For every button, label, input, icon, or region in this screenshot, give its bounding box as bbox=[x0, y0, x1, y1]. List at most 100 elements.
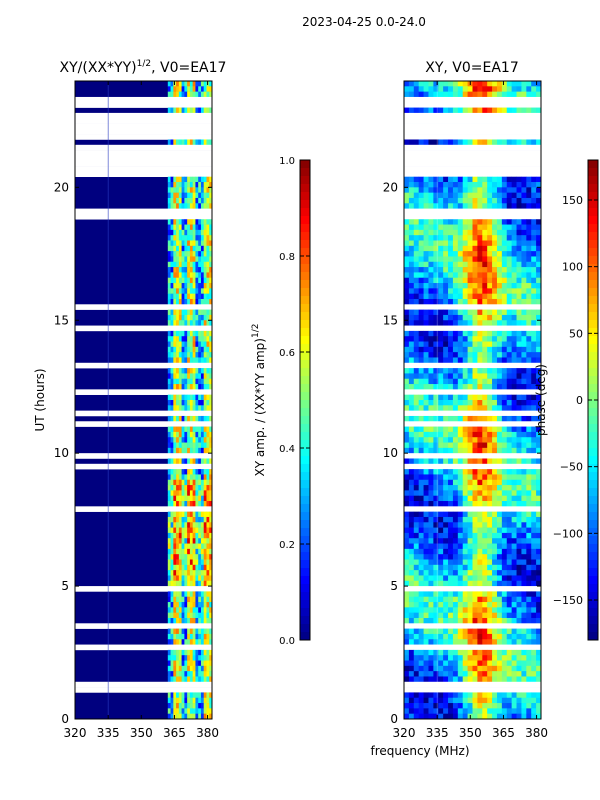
heatmap-cell bbox=[170, 352, 174, 358]
data-gap bbox=[75, 134, 212, 140]
heatmap-cell bbox=[438, 708, 444, 714]
heatmap-cell bbox=[209, 442, 213, 449]
heatmap-cell bbox=[428, 516, 434, 523]
heatmap-cell bbox=[178, 314, 182, 321]
heatmap-cell bbox=[448, 346, 454, 353]
heatmap-cell bbox=[536, 538, 542, 544]
heatmap-cell bbox=[209, 203, 213, 209]
heatmap-cell bbox=[170, 495, 174, 502]
heatmap-cell bbox=[452, 591, 459, 598]
heatmap-cell bbox=[443, 378, 449, 385]
heatmap-cell bbox=[492, 203, 498, 209]
heatmap-cell bbox=[496, 203, 503, 209]
heatmap-cell bbox=[482, 373, 488, 380]
heatmap-cell bbox=[511, 357, 517, 364]
heatmap-cell bbox=[477, 261, 483, 268]
heatmap-cell bbox=[438, 330, 444, 337]
heatmap-cell bbox=[178, 384, 182, 390]
heatmap-cell bbox=[443, 240, 449, 247]
heatmap-cell bbox=[472, 570, 478, 576]
heatmap-cell bbox=[176, 479, 180, 486]
heatmap-cell bbox=[408, 182, 415, 188]
heatmap-cell bbox=[536, 426, 542, 433]
heatmap-cell bbox=[176, 330, 180, 337]
heatmap-cell bbox=[195, 676, 199, 683]
heatmap-cell bbox=[198, 187, 202, 193]
heatmap-cell bbox=[418, 288, 424, 294]
heatmap-cell bbox=[526, 437, 532, 443]
heatmap-cell bbox=[423, 570, 429, 576]
heatmap-cell bbox=[438, 320, 444, 326]
heatmap-cell bbox=[167, 240, 171, 247]
heatmap-cell bbox=[209, 437, 213, 443]
heatmap-cell bbox=[492, 415, 498, 422]
heatmap-cell bbox=[492, 596, 498, 603]
heatmap-cell bbox=[467, 708, 473, 714]
heatmap-cell bbox=[516, 511, 522, 518]
heatmap-cell bbox=[511, 458, 517, 465]
heatmap-cell bbox=[198, 293, 202, 300]
heatmap-cell bbox=[531, 580, 537, 587]
heatmap-cell bbox=[526, 442, 532, 449]
heatmap-cell bbox=[448, 197, 454, 204]
data-gap bbox=[404, 687, 541, 693]
data-gap bbox=[404, 506, 541, 512]
heatmap-cell bbox=[408, 490, 415, 496]
colorbar-segment bbox=[300, 504, 310, 513]
heatmap-cell bbox=[209, 501, 213, 507]
heatmap-cell bbox=[501, 107, 508, 114]
heatmap-cell bbox=[457, 283, 464, 289]
heatmap-cell bbox=[487, 516, 493, 523]
heatmap-cell bbox=[516, 405, 522, 411]
heatmap-cell bbox=[452, 357, 459, 364]
heatmap-cell bbox=[433, 649, 439, 656]
heatmap-cell bbox=[404, 341, 410, 348]
heatmap-cell bbox=[404, 532, 410, 539]
heatmap-cell bbox=[482, 575, 488, 582]
heatmap-cell bbox=[516, 596, 522, 603]
heatmap-cell bbox=[462, 602, 468, 608]
heatmap-cell bbox=[413, 197, 419, 204]
heatmap-cell bbox=[536, 485, 542, 491]
heatmap-cell bbox=[516, 602, 522, 608]
heatmap-cell bbox=[462, 81, 468, 87]
heatmap-cell bbox=[167, 633, 171, 640]
heatmap-cell bbox=[433, 224, 439, 231]
colorbar-tick-label: −100 bbox=[553, 527, 583, 540]
heatmap-cell bbox=[501, 203, 508, 209]
heatmap-cell bbox=[492, 633, 498, 640]
heatmap-cell bbox=[457, 107, 464, 114]
heatmap-cell bbox=[506, 697, 512, 704]
heatmap-cell bbox=[206, 548, 210, 555]
heatmap-cell bbox=[209, 384, 213, 390]
heatmap-cell bbox=[536, 495, 542, 502]
heatmap-cell bbox=[467, 415, 473, 422]
heatmap-cell bbox=[506, 283, 512, 289]
heatmap-cell bbox=[496, 267, 503, 273]
heatmap-cell bbox=[209, 426, 213, 433]
heatmap-cell bbox=[181, 293, 185, 300]
heatmap-cell bbox=[433, 426, 439, 433]
heatmap-cell bbox=[531, 346, 537, 353]
heatmap-cell bbox=[467, 182, 473, 188]
heatmap-cell bbox=[181, 272, 185, 279]
heatmap-cell bbox=[526, 245, 532, 252]
heatmap-cell bbox=[472, 277, 478, 284]
heatmap-cell bbox=[472, 224, 478, 231]
heatmap-cell bbox=[472, 256, 478, 263]
heatmap-cell bbox=[200, 219, 205, 225]
heatmap-cell bbox=[184, 283, 188, 289]
heatmap-cell bbox=[184, 240, 188, 247]
heatmap-cell bbox=[438, 511, 444, 518]
heatmap-cell bbox=[482, 554, 488, 560]
heatmap-cell bbox=[203, 458, 207, 465]
heatmap-cell bbox=[433, 458, 439, 465]
heatmap-cell bbox=[501, 437, 508, 443]
heatmap-cell bbox=[526, 713, 532, 720]
heatmap-cell bbox=[438, 692, 444, 699]
heatmap-cell bbox=[462, 378, 468, 385]
heatmap-cell bbox=[404, 235, 410, 241]
x-tick-label: 350 bbox=[130, 726, 153, 740]
heatmap-cell bbox=[413, 235, 419, 241]
heatmap-cell bbox=[200, 352, 205, 358]
